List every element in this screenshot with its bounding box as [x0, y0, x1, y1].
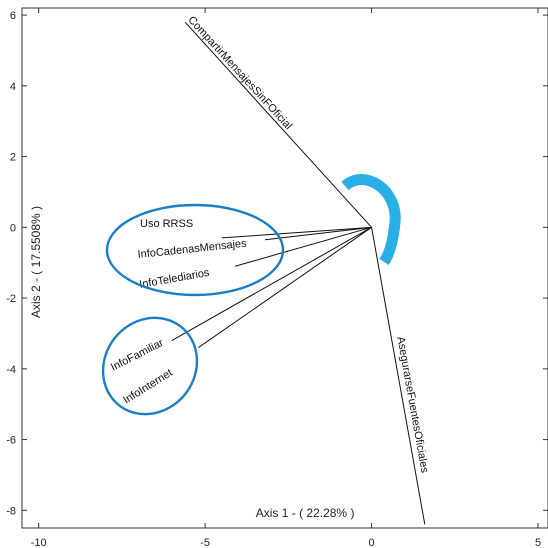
vector-label: InfoCadenasMensajes	[137, 238, 248, 261]
y-tick-label: 4	[10, 81, 16, 93]
vector-line	[198, 226, 372, 349]
vector-line	[234, 226, 372, 267]
y-tick-label: -4	[6, 364, 16, 376]
vector-label: InfoInternet	[121, 367, 175, 407]
highlight-ellipse-top	[105, 203, 285, 297]
plot-frame	[21, 7, 548, 529]
vector-line	[171, 226, 372, 341]
x-tick-label: -10	[31, 537, 47, 548]
x-tick-label: 5	[535, 537, 541, 548]
y-tick-label: -6	[6, 435, 16, 447]
vector-line	[184, 21, 372, 228]
y-tick-label: 6	[10, 10, 16, 22]
y-axis-title: Axis 2 - ( 17.5508% )	[29, 206, 43, 318]
y-tick-label: 0	[10, 222, 16, 234]
highlight-ellipse-bottom	[101, 316, 199, 416]
y-tick-label: 2	[10, 152, 16, 164]
y-tick-label: -8	[6, 505, 16, 517]
vector-line	[221, 226, 372, 239]
vector-line	[371, 227, 426, 525]
x-tick-label: -5	[200, 537, 210, 548]
highlight-arc	[341, 174, 401, 266]
vector-label: Uso RRSS	[140, 218, 193, 230]
y-tick-label: -2	[6, 293, 16, 305]
x-axis-title: Axis 1 - ( 22.28% )	[256, 506, 355, 520]
x-tick-label: 0	[368, 537, 374, 548]
vector-label: InfoFamiliar	[109, 337, 166, 374]
vector-line	[264, 226, 372, 241]
vector-label: CompartirMensajesSinFOficial	[185, 14, 294, 132]
